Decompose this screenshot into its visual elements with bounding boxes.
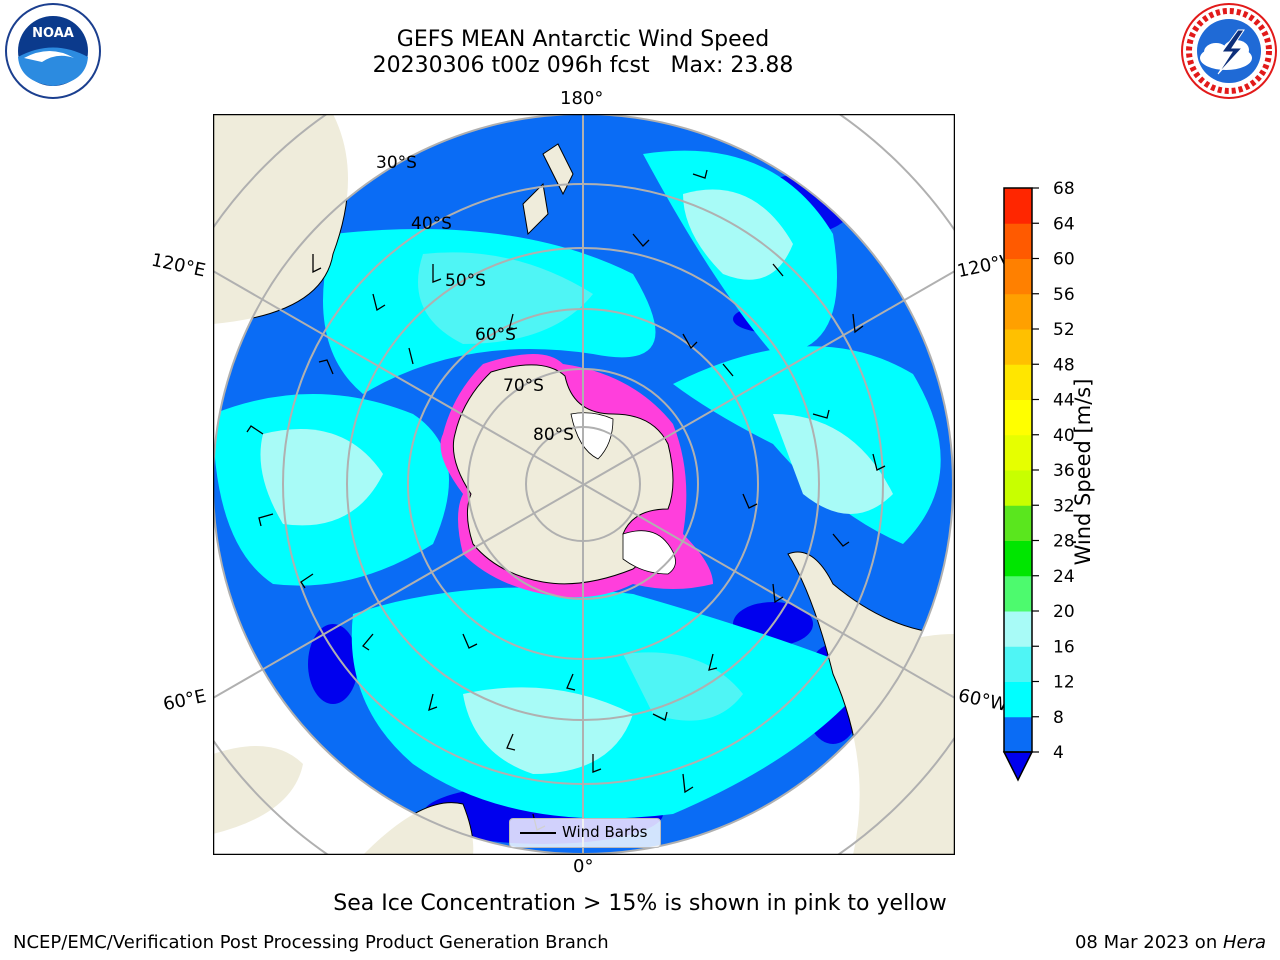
lat-label-80s: 80°S: [533, 425, 574, 445]
colorbar-block: [1004, 575, 1032, 612]
noaa-logo-text: NOAA: [32, 26, 74, 41]
colorbar-block: [1004, 505, 1032, 541]
footer-date: 08 Mar 2023 on Hera: [1075, 932, 1266, 953]
ross-ice-shelf: [570, 412, 614, 460]
legend-label: Wind Barbs: [562, 823, 648, 841]
colorbar-block: [1004, 364, 1032, 400]
colorbar-block: [1004, 646, 1032, 682]
lat-label-40s: 40°S: [411, 214, 452, 234]
colorbar-tick-label: 8: [1053, 708, 1064, 728]
lat-label-70s: 70°S: [503, 376, 544, 396]
chart-subtitle: 20230306 t00z 096h fcst Max: 23.88: [372, 53, 794, 78]
nws-lightning-cloud-logo: [1181, 3, 1277, 99]
colorbar-label: Wind Speed [m/s]: [1071, 378, 1095, 566]
colorbar-tick-label: 20: [1053, 602, 1075, 622]
colorbar-tick-label: 4: [1053, 743, 1064, 763]
lon-label-120e: 120°E: [149, 249, 208, 282]
wind-barbs: [246, 169, 886, 831]
chart-title: GEFS MEAN Antarctic Wind Speed: [396, 27, 770, 52]
lat-label-30s: 30°S: [376, 153, 417, 173]
antarctic-wind-map: 30°S 40°S 50°S 60°S 70°S 80°S: [213, 114, 955, 855]
colorbar-tick-label: 16: [1053, 637, 1075, 657]
colorbar-block: [1004, 223, 1032, 259]
ronne-ice-shelf: [622, 530, 676, 575]
colorbar-block: [1004, 434, 1032, 471]
colorbar-tick-label: 40: [1053, 426, 1075, 446]
map-legend: Wind Barbs: [509, 818, 661, 848]
sea-ice-note: Sea Ice Concentration > 15% is shown in …: [333, 891, 947, 916]
colorbar-tick-label: 28: [1053, 532, 1075, 552]
madagascar-land: [213, 746, 303, 834]
colorbar-block: [1004, 258, 1032, 295]
lon-label-180: 180°: [560, 88, 604, 109]
lat-label-50s: 50°S: [445, 271, 486, 291]
colorbar-tick-label: 32: [1053, 496, 1075, 516]
colorbar-tick-label: 24: [1053, 567, 1075, 587]
colorbar-block: [1004, 293, 1032, 330]
colorbar-block: [1004, 329, 1032, 365]
colorbar-block: [1004, 399, 1032, 436]
colorbar-tick-label: 68: [1053, 180, 1075, 199]
noaa-seagull-logo: NOAA: [5, 3, 101, 99]
wind-barb-legend-line: [520, 832, 556, 834]
colorbar-tick-label: 12: [1053, 673, 1075, 693]
colorbar-tick-label: 60: [1053, 250, 1075, 270]
lon-label-0: 0°: [573, 856, 594, 877]
footer-organization: NCEP/EMC/Verification Post Processing Pr…: [13, 932, 609, 953]
lat-label-60s: 60°S: [475, 325, 516, 345]
colorbar-tick-label: 64: [1053, 214, 1075, 234]
meridian-grid: [213, 114, 955, 855]
colorbar-block: [1004, 681, 1032, 718]
colorbar-block: [1004, 540, 1032, 577]
colorbar-tick-label: 44: [1053, 391, 1075, 411]
footer-host: Hera: [1222, 932, 1266, 953]
colorbar-tick-label: 56: [1053, 285, 1075, 305]
lon-label-60e: 60°E: [161, 685, 208, 716]
colorbar-block: [1004, 716, 1032, 753]
colorbar-block: [1004, 470, 1032, 506]
footer-date-text: 08 Mar 2023 on: [1074, 932, 1223, 953]
colorbar-block: [1004, 611, 1032, 647]
colorbar-tick-label: 36: [1053, 461, 1075, 481]
colorbar-tick-label: 52: [1053, 320, 1075, 340]
colorbar-tick-label: 48: [1053, 355, 1075, 375]
colorbar-block: [1004, 188, 1032, 224]
